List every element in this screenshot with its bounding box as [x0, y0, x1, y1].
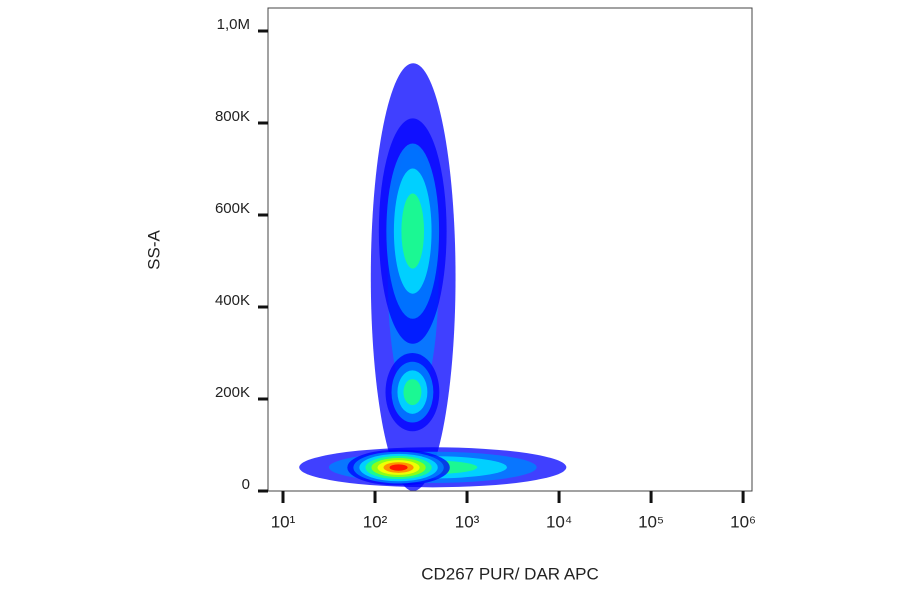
x-axis-label: CD267 PUR/ DAR APC — [421, 564, 599, 583]
y-tick-label: 800K — [215, 108, 250, 125]
y-tick-label: 600K — [215, 200, 250, 217]
y-tick-label: 1,0M — [217, 16, 250, 33]
x-tick-label: 10⁵ — [638, 512, 664, 531]
x-tick-label: 10³ — [455, 512, 480, 531]
x-tick-label: 10⁶ — [730, 512, 756, 531]
y-axis-label: SS-A — [144, 230, 163, 270]
x-tick-label: 10⁴ — [546, 512, 572, 531]
density-population — [401, 193, 425, 269]
x-tick-label: 10¹ — [271, 512, 296, 531]
density-population — [403, 379, 422, 406]
plot-frame — [267, 7, 753, 492]
density-population — [389, 464, 408, 471]
y-tick-label: 200K — [215, 384, 250, 401]
y-tick-label: 0 — [242, 476, 250, 493]
plot-area — [299, 63, 567, 491]
x-tick-label: 10² — [363, 512, 388, 531]
y-tick-label: 400K — [215, 292, 250, 309]
